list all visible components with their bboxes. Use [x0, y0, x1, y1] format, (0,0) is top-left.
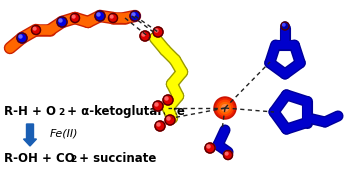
Circle shape: [216, 99, 234, 117]
Text: + succinate: + succinate: [75, 152, 156, 165]
Circle shape: [163, 95, 173, 105]
Circle shape: [142, 33, 145, 36]
Circle shape: [33, 27, 36, 30]
Text: 2: 2: [70, 155, 76, 164]
Text: Fe(II): Fe(II): [50, 128, 79, 138]
Circle shape: [108, 13, 118, 22]
Circle shape: [207, 145, 210, 148]
Circle shape: [110, 15, 113, 18]
Circle shape: [217, 100, 233, 116]
Circle shape: [17, 33, 27, 43]
FancyArrow shape: [23, 124, 36, 146]
Circle shape: [57, 17, 67, 27]
Circle shape: [223, 150, 233, 160]
Text: R-H + O: R-H + O: [4, 105, 56, 118]
Circle shape: [155, 121, 165, 131]
Circle shape: [219, 102, 230, 114]
Circle shape: [155, 29, 158, 32]
Circle shape: [165, 97, 168, 100]
Circle shape: [70, 13, 80, 22]
Text: + α-ketoglutarate: + α-ketoglutarate: [63, 105, 185, 118]
Text: 2: 2: [58, 108, 64, 117]
Circle shape: [282, 24, 285, 26]
Circle shape: [214, 97, 236, 119]
Circle shape: [153, 27, 163, 37]
Circle shape: [153, 101, 163, 111]
Circle shape: [225, 152, 228, 155]
Circle shape: [222, 105, 228, 111]
Text: R-OH + CO: R-OH + CO: [4, 152, 75, 165]
Circle shape: [165, 115, 175, 125]
Circle shape: [97, 13, 100, 16]
Circle shape: [205, 143, 215, 153]
Circle shape: [72, 15, 75, 18]
Circle shape: [19, 35, 22, 38]
Circle shape: [132, 13, 135, 16]
Circle shape: [155, 103, 158, 106]
Circle shape: [95, 11, 105, 21]
Circle shape: [281, 22, 289, 30]
Circle shape: [32, 26, 40, 35]
Circle shape: [157, 123, 160, 126]
Circle shape: [140, 31, 150, 41]
Circle shape: [167, 117, 170, 120]
Circle shape: [130, 11, 140, 21]
Circle shape: [59, 19, 62, 22]
